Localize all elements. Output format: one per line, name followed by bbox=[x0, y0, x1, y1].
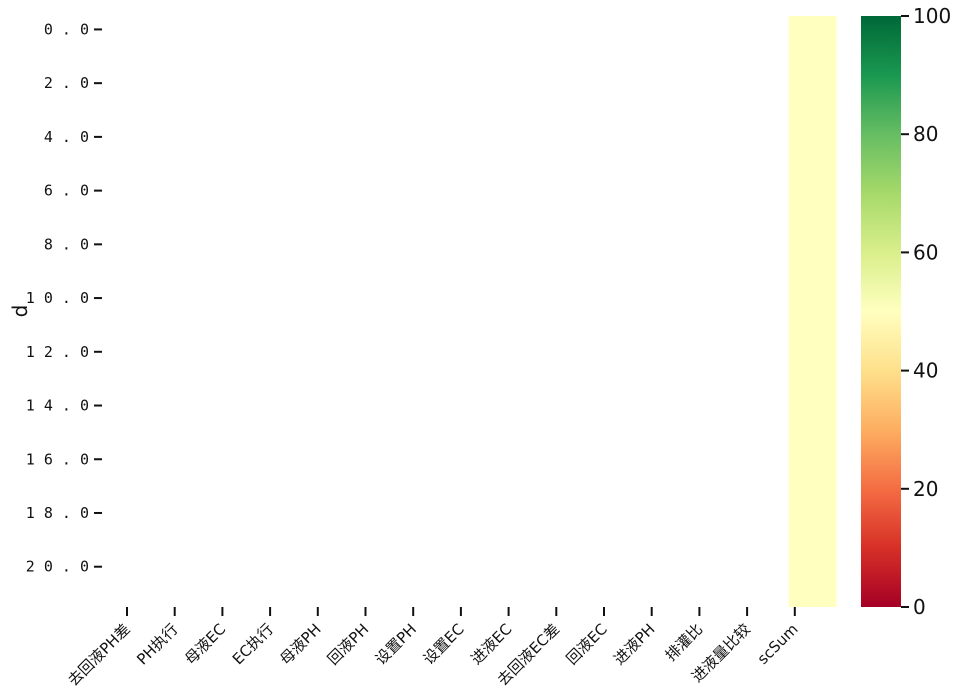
plot-area bbox=[788, 16, 837, 607]
x-tick-label: 母液EC bbox=[181, 620, 229, 668]
y-tick-label: 1 0 . 0 bbox=[26, 289, 89, 307]
colorbar-tick-label: 40 bbox=[913, 359, 938, 383]
colorbar-tick-label: 100 bbox=[913, 4, 951, 28]
y-tick-label: 1 8 . 0 bbox=[26, 504, 89, 522]
heatmap-cell bbox=[788, 16, 837, 607]
y-tick-label: 1 2 . 0 bbox=[26, 343, 89, 361]
x-tick-label: 母液PH bbox=[276, 620, 324, 668]
colorbar-gradient bbox=[861, 16, 901, 607]
x-tick-label: 回液EC bbox=[563, 620, 611, 668]
y-tick-label: 2 . 0 bbox=[44, 74, 89, 92]
x-tick-label: 设置PH bbox=[372, 620, 420, 668]
x-tick-label: 设置EC bbox=[420, 620, 468, 668]
x-axis: 去回液PH差 PH执行 母液EC EC执行 母液PH 回液PH 设置PH 设置EC 进液EC去回… bbox=[64, 607, 802, 690]
x-tick-label: 排灌比 bbox=[662, 620, 707, 665]
y-tick-label: 4 . 0 bbox=[44, 128, 89, 146]
x-tick-label: 去回液PH差 bbox=[64, 620, 134, 690]
x-tick-label: PH执行 bbox=[133, 620, 181, 668]
colorbar-tick-label: 80 bbox=[913, 122, 938, 146]
x-tick-label: EC执行 bbox=[229, 620, 277, 668]
y-axis-title: d bbox=[8, 305, 32, 318]
x-tick-label: scSum bbox=[754, 620, 802, 668]
colorbar-tick-label: 60 bbox=[913, 240, 938, 264]
x-tick-label: 回液PH bbox=[324, 620, 372, 668]
colorbar: 0 20 40 60 80 100 bbox=[861, 4, 951, 619]
y-tick-label: 2 0 . 0 bbox=[26, 558, 89, 576]
y-axis: 0 . 0 2 . 0 4 . 0 6 . 0 8 . 0 1 0 . 0 1 2 . 0 1… bbox=[26, 20, 102, 576]
y-tick-label: 8 . 0 bbox=[44, 235, 89, 253]
y-tick-label: 6 . 0 bbox=[44, 182, 89, 200]
x-tick-label: 进液PH bbox=[610, 620, 658, 668]
colorbar-tick-label: 0 bbox=[913, 595, 926, 619]
colorbar-tick-label: 20 bbox=[913, 477, 938, 501]
y-tick-label: 1 4 . 0 bbox=[26, 397, 89, 415]
y-tick-label: 1 6 . 0 bbox=[26, 450, 89, 468]
y-tick-label: 0 . 0 bbox=[44, 20, 89, 38]
